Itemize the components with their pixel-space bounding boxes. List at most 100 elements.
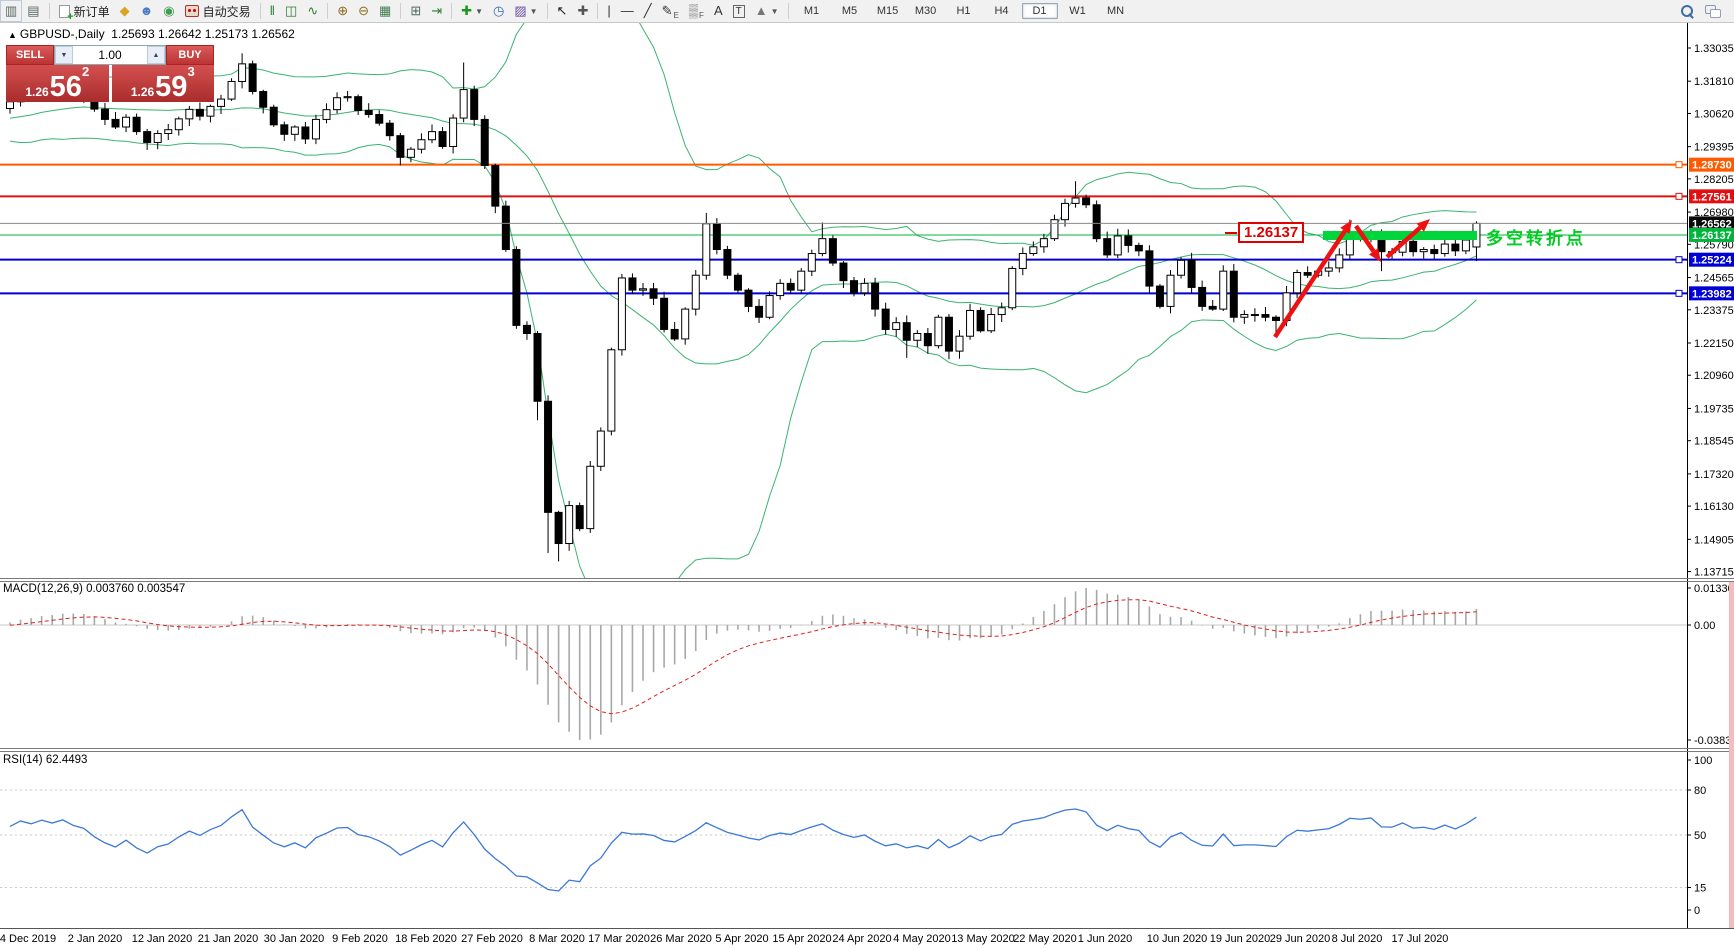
- timeframe-h1[interactable]: H1: [956, 5, 971, 17]
- hline-handle[interactable]: [1675, 192, 1683, 200]
- data-window-icon[interactable]: ▤: [27, 3, 40, 18]
- time-axis[interactable]: 4 Dec 2019 2 Jan 2020 12 Jan 2020 21 Jan 20…: [0, 928, 1734, 946]
- svg-text:1.26137: 1.26137: [1692, 230, 1732, 242]
- text-label-icon[interactable]: T: [728, 0, 750, 22]
- sell-price[interactable]: 1.26 56 2: [6, 65, 109, 102]
- svg-text:1.19735: 1.19735: [1694, 403, 1734, 415]
- signals-icon[interactable]: ◉: [163, 3, 175, 18]
- svg-text:1 Jun 2020: 1 Jun 2020: [1078, 933, 1132, 945]
- svg-text:1.13715: 1.13715: [1694, 567, 1734, 579]
- volume-increase-button[interactable]: ▲: [147, 46, 165, 64]
- svg-text:4 May 2020: 4 May 2020: [893, 933, 950, 945]
- macd-signal-line: [9, 599, 1477, 715]
- timeframe-h4[interactable]: H4: [994, 5, 1009, 17]
- svg-text:-0.038343: -0.038343: [1694, 735, 1734, 747]
- tile-windows-icon[interactable]: ▦: [379, 3, 392, 18]
- timeframe-m15[interactable]: M15: [876, 5, 899, 17]
- indicators-icon[interactable]: ◆: [119, 3, 130, 18]
- svg-text:4 Dec 2019: 4 Dec 2019: [0, 933, 56, 945]
- chat-icon[interactable]: [1700, 0, 1726, 22]
- autotrading-button[interactable]: 自动交易: [180, 0, 256, 22]
- cursor-icon[interactable]: ↖: [556, 3, 568, 18]
- price-annotation-label[interactable]: 1.26137: [1225, 222, 1305, 243]
- market-watch-icon[interactable]: ▥: [0, 0, 23, 22]
- buy-price[interactable]: 1.26 59 3: [111, 65, 214, 102]
- toolbar-separator: [546, 3, 548, 19]
- hline-handle[interactable]: [1675, 161, 1683, 169]
- template-icon[interactable]: ▨ ▼: [514, 3, 538, 18]
- chart-shift-icon[interactable]: ⇥: [431, 3, 443, 18]
- svg-text:1.23375: 1.23375: [1694, 305, 1734, 317]
- toolbar: ▥ ▤ 新订单 ◆ ☻ ◉ 自动交易 ‖ ◫ ∿ ⊕ ⊖ ▦ ⊞ ⇥ ✚▼ ◷ ▨▼ ↖ ✚ | — ╱ ✎E ▒F AT ▲▼ M1…: [0, 0, 1734, 23]
- hline-handle[interactable]: [1675, 289, 1683, 297]
- hline-handle[interactable]: [1675, 256, 1683, 264]
- candlestick-chart-icon[interactable]: ◫: [285, 3, 298, 18]
- fibonacci-icon[interactable]: ▒ F: [688, 3, 704, 20]
- svg-text:19 Jun 2020: 19 Jun 2020: [1210, 933, 1271, 945]
- badge-1.28730: [1689, 157, 1734, 172]
- svg-text:18 Feb 2020: 18 Feb 2020: [395, 933, 457, 945]
- svg-text:1.23982: 1.23982: [1692, 288, 1732, 300]
- price-axis[interactable]: 1.33035 1.31810 1.30620 1.29395 1.28205 1.269…: [1687, 22, 1734, 928]
- new-order-icon: [58, 4, 74, 23]
- timeframe-m30[interactable]: M30: [914, 5, 937, 17]
- vertical-line-icon[interactable]: |: [607, 3, 611, 18]
- svg-text:1.25790: 1.25790: [1694, 239, 1734, 251]
- macd-label: MACD(12,26,9) 0.003760 0.003547: [3, 583, 186, 595]
- volume-stepper: ▼ 1.00 ▲: [54, 45, 166, 65]
- svg-text:13 May 2020: 13 May 2020: [951, 933, 1015, 945]
- timeframe-d1[interactable]: D1: [1021, 3, 1058, 19]
- svg-text:1.27561: 1.27561: [1692, 191, 1732, 203]
- window-edge: [1729, 582, 1734, 928]
- search-icon[interactable]: [1675, 0, 1700, 22]
- zoom-in-icon[interactable]: ⊕: [337, 3, 349, 18]
- timeframe-m1[interactable]: M1: [803, 5, 820, 17]
- svg-text:15 Apr 2020: 15 Apr 2020: [772, 933, 831, 945]
- svg-text:80: 80: [1694, 785, 1706, 797]
- autotrading-icon: [184, 5, 199, 17]
- svg-text:9 Feb 2020: 9 Feb 2020: [332, 933, 388, 945]
- buy-button[interactable]: BUY: [166, 45, 214, 65]
- trendline-icon[interactable]: ╱: [643, 3, 652, 18]
- navigator-icon[interactable]: ⊞: [410, 3, 422, 18]
- turning-point-note[interactable]: 多空转折点: [1486, 229, 1586, 248]
- bar-chart-icon[interactable]: ‖: [269, 3, 276, 18]
- crosshair-icon[interactable]: ✚: [577, 3, 589, 18]
- svg-text:1.29395: 1.29395: [1694, 142, 1734, 154]
- toolbar-separator: [400, 3, 402, 19]
- timeframe-m5[interactable]: M5: [841, 5, 858, 17]
- sell-price-big: 56: [49, 71, 82, 103]
- trend-arrows[interactable]: [1273, 219, 1430, 339]
- sell-button[interactable]: SELL: [6, 45, 54, 65]
- shapes-icon[interactable]: ▲ ▼: [754, 3, 779, 18]
- turning-point-zone[interactable]: [1323, 231, 1477, 240]
- volume-decrease-button[interactable]: ▼: [55, 46, 73, 64]
- toolbar-separator: [48, 3, 50, 19]
- line-chart-icon[interactable]: ∿: [307, 3, 319, 18]
- period-icon[interactable]: ◷: [492, 3, 505, 18]
- new-order-button[interactable]: 新订单: [54, 0, 115, 23]
- horizontal-line-icon[interactable]: —: [620, 3, 634, 18]
- timeframe-w1[interactable]: W1: [1069, 5, 1086, 17]
- svg-text:1.26980: 1.26980: [1694, 207, 1734, 219]
- svg-text:27 Feb 2020: 27 Feb 2020: [461, 933, 523, 945]
- macd-pane-surface[interactable]: [0, 582, 1687, 746]
- timeframe-mn[interactable]: MN: [1106, 5, 1125, 17]
- toolbar-separator: [259, 3, 261, 19]
- add-indicator-icon[interactable]: ✚ ▼: [461, 3, 483, 18]
- collapse-triangle-icon[interactable]: ▲: [8, 30, 17, 40]
- toolbar-separator: [451, 3, 453, 19]
- zoom-out-icon[interactable]: ⊖: [358, 3, 370, 18]
- main-chart-surface[interactable]: [0, 23, 1687, 578]
- community-icon[interactable]: ☻: [139, 3, 154, 18]
- rsi-line: [9, 808, 1477, 892]
- svg-text:17 Mar 2020: 17 Mar 2020: [588, 933, 650, 945]
- text-icon[interactable]: A: [713, 3, 723, 18]
- svg-text:8 Jul 2020: 8 Jul 2020: [1332, 933, 1383, 945]
- svg-text:100: 100: [1694, 755, 1712, 767]
- rsi-pane-surface[interactable]: [0, 750, 1687, 926]
- channel-icon[interactable]: ✎ E: [661, 3, 679, 20]
- volume-value[interactable]: 1.00: [98, 48, 122, 62]
- svg-text:30 Jan 2020: 30 Jan 2020: [264, 933, 325, 945]
